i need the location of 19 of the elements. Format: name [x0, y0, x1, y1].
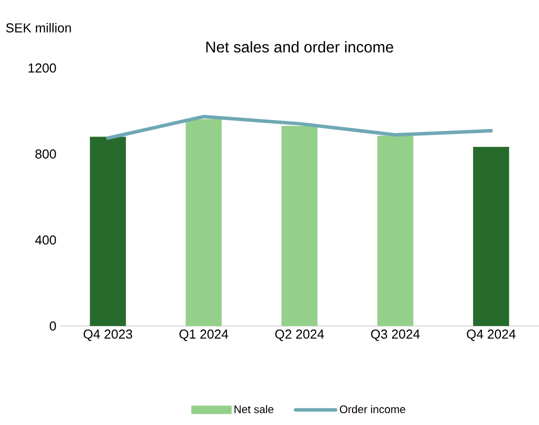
bar: [377, 136, 414, 326]
bar: [186, 119, 222, 326]
y-axis-title: SEK million: [6, 22, 71, 32]
line-series: [106, 114, 493, 140]
bar: [282, 126, 318, 326]
y-tick-label: 1200: [28, 63, 56, 73]
y-tick-label: 0: [50, 321, 56, 331]
bar: [473, 146, 510, 326]
bar: [90, 136, 126, 326]
x-tick-label: Q1 2024: [179, 330, 228, 342]
x-tick-label: Q4 2023: [84, 330, 132, 342]
x-tick-label: Q2 2024: [275, 330, 324, 342]
x-tick-label: Q3 2024: [371, 330, 420, 342]
y-tick-label: 400: [35, 235, 56, 245]
y-tick-label: 800: [35, 149, 56, 159]
legend-label: Net sale: [234, 405, 274, 414]
chart-title: Net sales and order income: [206, 41, 394, 53]
legend-label: Order income: [340, 405, 406, 414]
x-tick-label: Q4 2024: [466, 330, 516, 342]
